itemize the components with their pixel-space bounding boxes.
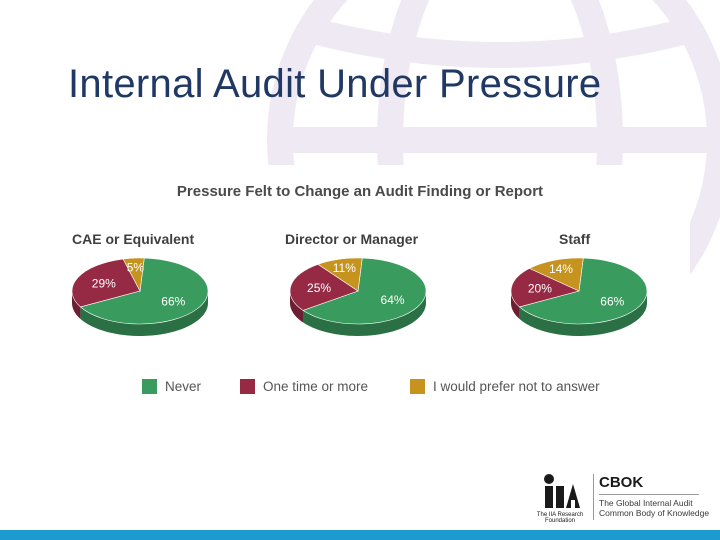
pie-slice-one-time (510, 268, 580, 308)
pie-slice-prefer-not (317, 257, 363, 292)
chart-title: Pressure Felt to Change an Audit Finding… (176, 183, 544, 200)
pie-chart-staff: 66% 20% 14% (510, 257, 648, 336)
pie-slice-never (302, 257, 427, 325)
legend-item-prefer-not: I would prefer not to answer (410, 377, 600, 395)
legend-swatch-never (142, 378, 157, 394)
pie-slice-one-time (289, 263, 359, 311)
iia-logo: The IIA Research Foundation (537, 474, 583, 524)
chart-panel: Pressure Felt to Change an Audit Finding… (30, 165, 690, 410)
pie-side-never (519, 291, 647, 336)
pie-side-never (302, 292, 426, 336)
footer-logos: The IIA Research Foundation CBOK The Glo… (535, 470, 715, 524)
group-label-cae: CAE or Equivalent (72, 231, 195, 247)
pie-slice-one-time (71, 258, 141, 308)
pie-chart-director: 64% 25%11% (289, 257, 427, 336)
pie-side-one-time (72, 291, 81, 319)
pie-side-one-time (511, 291, 520, 319)
legend-swatch-prefer-not (410, 378, 425, 394)
group-label-director: Director or Manager (285, 231, 419, 247)
legend-item-one-time: One time or more (240, 377, 368, 395)
group-label-staff: Staff (559, 231, 591, 247)
legend-item-never: Never (142, 377, 201, 395)
pie-label-prefer-not: 5% (127, 260, 145, 274)
pie-side-never (80, 291, 208, 336)
pie-chart-cae: 66% 29% 5% (71, 257, 209, 336)
pie-label-never: 64% (381, 293, 405, 307)
pie-slice-prefer-not (528, 257, 584, 292)
iia-caption-line2: Foundation (545, 518, 575, 524)
pie-slice-never (79, 257, 209, 325)
cbok-subtitle-line2: Common Body of Knowledge (599, 508, 710, 518)
legend-label-prefer-not: I would prefer not to answer (433, 378, 600, 394)
cbok-rule (599, 494, 699, 495)
pie-slice-prefer-not (122, 257, 145, 292)
pie-label-one-time: 20% (528, 282, 552, 296)
pie-slice-never (518, 257, 648, 325)
pie-label-never: 66% (600, 294, 624, 308)
iia-caption-line1: The IIA Research (537, 512, 583, 518)
cbok-subtitle-line1: The Global Internal Audit (599, 498, 693, 508)
slide-title: Internal Audit Under Pressure (68, 62, 602, 106)
pie-label-prefer-not: 11% (333, 261, 356, 275)
legend-swatch-one-time (240, 378, 255, 394)
cbok-title: CBOK (599, 474, 644, 491)
bottom-accent-bar (0, 530, 720, 540)
pie-label-one-time: 25% (307, 281, 331, 295)
pie-label-one-time: 29% (92, 276, 116, 290)
legend-label-never: Never (165, 378, 202, 394)
pie-label-prefer-not: 14% (549, 262, 573, 276)
logo-divider (593, 474, 594, 520)
legend-label-one-time: One time or more (263, 378, 369, 394)
pie-label-never: 66% (161, 294, 185, 308)
pie-side-one-time (290, 291, 303, 323)
